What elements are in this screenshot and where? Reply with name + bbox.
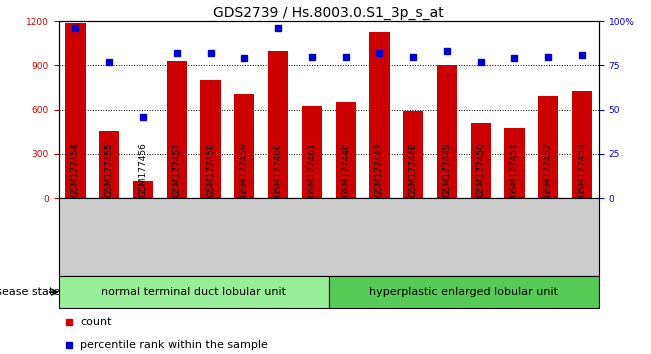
Text: count: count [80, 317, 112, 327]
Bar [572, 91, 592, 198]
Text: percentile rank within the sample: percentile rank within the sample [80, 340, 268, 350]
Bar [65, 23, 86, 198]
Bar [99, 131, 119, 198]
Bar [133, 181, 153, 198]
FancyBboxPatch shape [329, 276, 599, 308]
Bar [505, 128, 525, 198]
Bar [437, 65, 457, 198]
Bar [403, 111, 423, 198]
Bar [538, 96, 559, 198]
Bar [268, 51, 288, 198]
Bar [302, 106, 322, 198]
Bar [234, 93, 255, 198]
FancyBboxPatch shape [59, 276, 329, 308]
Bar [335, 102, 356, 198]
Bar [167, 61, 187, 198]
Bar [201, 80, 221, 198]
Text: normal terminal duct lobular unit: normal terminal duct lobular unit [101, 287, 286, 297]
Bar [369, 32, 389, 198]
Text: hyperplastic enlarged lobular unit: hyperplastic enlarged lobular unit [369, 287, 559, 297]
Bar [471, 123, 491, 198]
Text: disease state: disease state [0, 287, 60, 297]
Title: GDS2739 / Hs.8003.0.S1_3p_s_at: GDS2739 / Hs.8003.0.S1_3p_s_at [214, 6, 444, 20]
